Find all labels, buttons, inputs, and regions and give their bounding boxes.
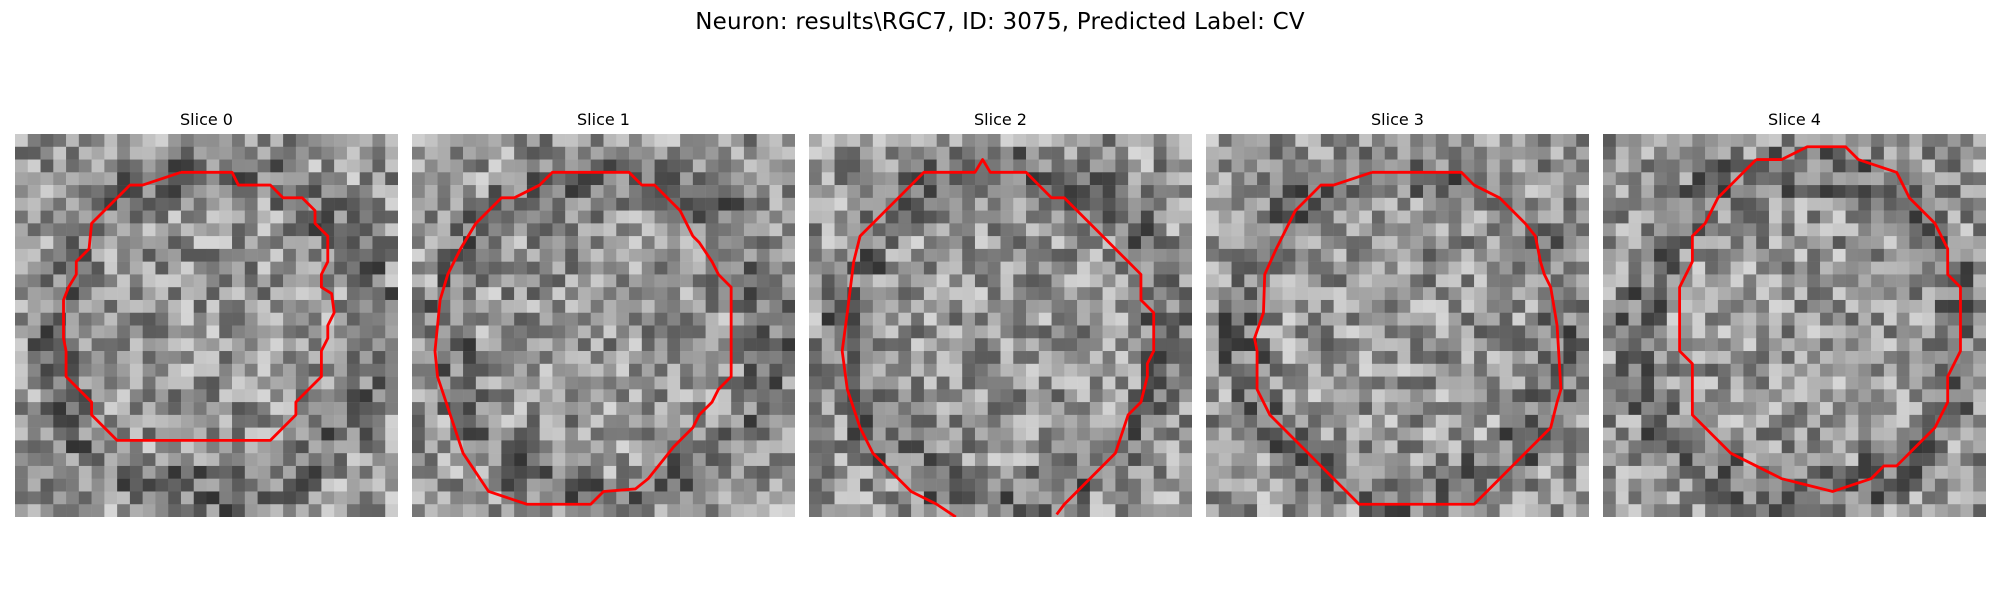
cell-contour [433, 170, 733, 506]
slice-image [809, 134, 1192, 517]
pixel-grid [809, 134, 1192, 517]
pixel-grid [15, 134, 398, 517]
slice-panel-0: Slice 0 [15, 110, 398, 520]
slice-title: Slice 4 [1768, 110, 1821, 129]
slice-image [1206, 134, 1589, 517]
slice-panel-3: Slice 3 [1206, 110, 1589, 520]
slice-title: Slice 1 [577, 110, 630, 129]
slice-panel-4: Slice 4 [1603, 110, 1986, 520]
cell-contour [840, 158, 1156, 517]
cell-contour [1253, 170, 1563, 506]
slice-panel-2: Slice 2 [809, 110, 1192, 520]
slice-title: Slice 3 [1371, 110, 1424, 129]
pixel-grid [412, 134, 795, 517]
pixel-grid [1603, 134, 1986, 517]
slice-image [1603, 134, 1986, 517]
cell-contour [62, 170, 336, 442]
pixel-grid [1206, 134, 1589, 517]
slice-title: Slice 2 [974, 110, 1027, 129]
slice-image [15, 134, 398, 517]
cell-contour [1678, 145, 1962, 493]
slice-panel-1: Slice 1 [412, 110, 795, 520]
slice-title: Slice 0 [180, 110, 233, 129]
slice-image [412, 134, 795, 517]
figure-title: Neuron: results\RGC7, ID: 3075, Predicte… [695, 9, 1305, 35]
